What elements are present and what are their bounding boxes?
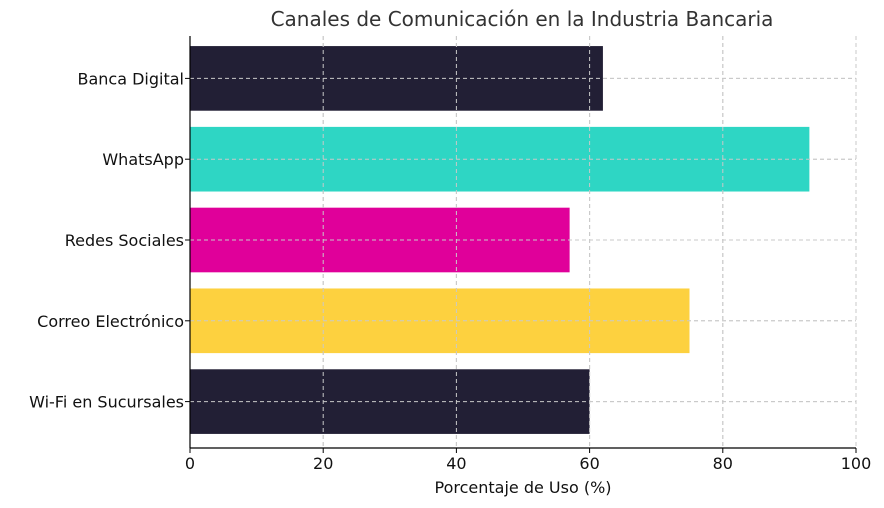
x-tick-label: 20 (313, 454, 333, 473)
x-tick-label: 80 (713, 454, 733, 473)
x-tick-label: 0 (185, 454, 195, 473)
y-tick-label: Correo Electrónico (37, 312, 184, 331)
bars (190, 46, 810, 434)
x-tick-label: 60 (579, 454, 599, 473)
x-tick-label: 40 (446, 454, 466, 473)
chart-title: Canales de Comunicación en la Industria … (271, 7, 774, 31)
y-tick-label: WhatsApp (102, 150, 184, 169)
x-axis-label: Porcentaje de Uso (%) (434, 478, 611, 497)
y-tick-label: Redes Sociales (65, 231, 184, 250)
bar (190, 288, 690, 354)
y-tick-labels: Wi-Fi en Sucursales Correo Electrónico Red… (29, 69, 190, 412)
grid-lines-front (190, 36, 857, 448)
x-tick-labels: 0 20 40 60 80 100 (185, 448, 871, 473)
y-tick-label: Wi-Fi en Sucursales (29, 393, 184, 412)
x-tick-label: 100 (841, 454, 872, 473)
y-tick-label: Banca Digital (78, 69, 185, 88)
